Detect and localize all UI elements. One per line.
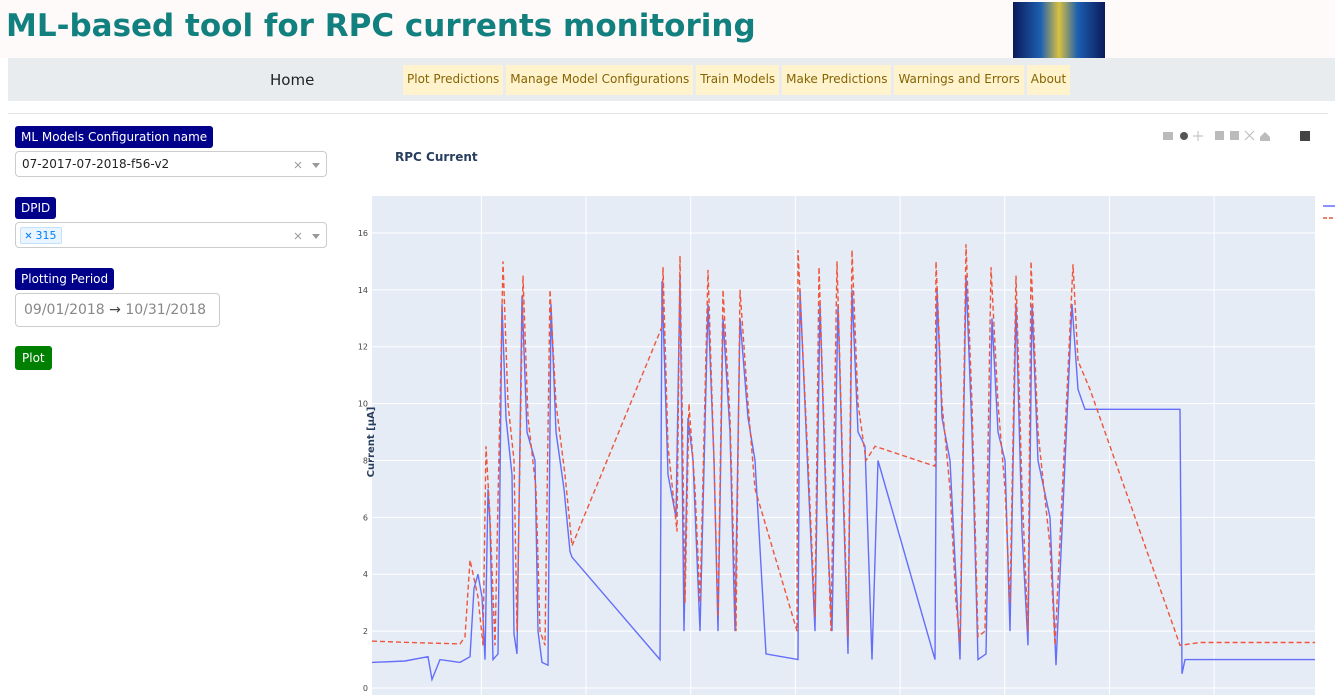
legend: 315 imon315 predicted <box>1323 202 1335 223</box>
y-tick-label: 2 <box>363 627 368 636</box>
config-label: ML Models Configuration name <box>15 126 213 148</box>
chip-text: 315 <box>36 229 57 242</box>
nav-tab[interactable]: Warnings and Errors <box>894 65 1023 95</box>
dpid-chip[interactable]: 315 <box>20 227 62 244</box>
modebar-logo[interactable] <box>1300 131 1310 141</box>
dropdown-icons <box>294 160 322 170</box>
nav-home[interactable]: Home <box>270 71 314 89</box>
divider <box>8 113 1328 114</box>
date-arrow: → <box>109 302 121 318</box>
dropdown-icons <box>294 231 322 241</box>
modebar-button[interactable] <box>1180 132 1188 140</box>
page: ML-based tool for RPC currents monitorin… <box>0 0 1335 695</box>
y-tick-label: 12 <box>358 343 368 352</box>
y-tick-label: 14 <box>358 286 368 295</box>
modebar-button[interactable] <box>1163 132 1173 140</box>
chart-title: RPC Current <box>395 150 478 164</box>
y-tick-label: 0 <box>363 684 368 693</box>
nav-tab[interactable]: About <box>1027 65 1070 95</box>
date-range[interactable]: 09/01/2018 → 10/31/2018 <box>15 293 220 327</box>
logo <box>1013 2 1105 58</box>
nav-tab[interactable]: Make Predictions <box>782 65 891 95</box>
modebar-button[interactable] <box>1245 131 1254 140</box>
nav-tab[interactable]: Manage Model Configurations <box>506 65 693 95</box>
modebar-button[interactable] <box>1230 131 1239 140</box>
y-tick-label: 6 <box>363 513 368 522</box>
modebar <box>1163 131 1310 141</box>
period-label: Plotting Period <box>15 268 114 290</box>
modebar-button[interactable] <box>1215 131 1224 140</box>
config-value: 07-2017-07-2018-f56-v2 <box>22 157 169 171</box>
y-tick-label: 10 <box>358 400 368 409</box>
dpid-dropdown[interactable]: 315 <box>15 222 327 248</box>
y-tick-label: 8 <box>363 456 368 465</box>
modebar-button[interactable] <box>1260 132 1270 141</box>
app-title: ML-based tool for RPC currents monitorin… <box>6 8 756 44</box>
modebar-button[interactable] <box>1193 131 1203 141</box>
dpid-label: DPID <box>15 197 56 219</box>
y-axis-label: Current [µA] <box>366 407 377 478</box>
config-dropdown[interactable]: 07-2017-07-2018-f56-v2 <box>15 151 327 177</box>
plot-button[interactable]: Plot <box>15 346 52 370</box>
nav-tab[interactable]: Train Models <box>696 65 779 95</box>
chip-remove[interactable] <box>25 232 32 239</box>
y-tick-label: 4 <box>363 570 368 579</box>
y-tick-label: 16 <box>358 229 368 238</box>
start-date[interactable]: 09/01/2018 <box>24 302 105 318</box>
nav-tab[interactable]: Plot Predictions <box>403 65 503 95</box>
end-date[interactable]: 10/31/2018 <box>125 302 206 318</box>
chart: RPC Current Current [µA] 0 2 4 6 8 10 12 14 16 315 … <box>345 120 1335 695</box>
date-range-text: 09/01/2018 → 10/31/2018 <box>24 302 206 318</box>
